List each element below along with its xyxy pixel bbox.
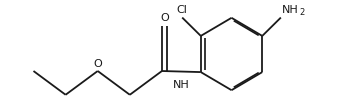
Text: O: O (160, 14, 169, 24)
Text: O: O (93, 59, 102, 69)
Text: Cl: Cl (177, 5, 188, 15)
Text: 2: 2 (299, 8, 304, 17)
Text: NH: NH (282, 5, 298, 15)
Text: NH: NH (173, 80, 190, 90)
